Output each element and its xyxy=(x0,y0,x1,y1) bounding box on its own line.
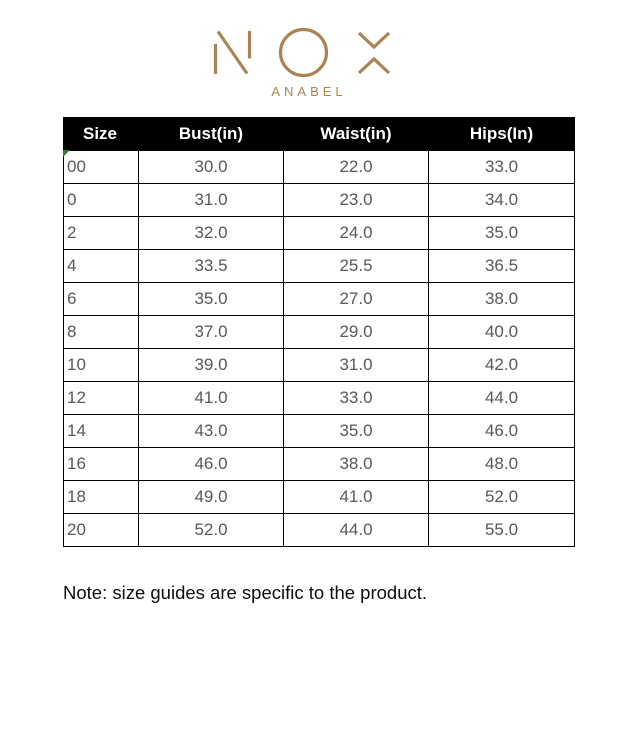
svg-text:ANABEL: ANABEL xyxy=(271,84,346,99)
